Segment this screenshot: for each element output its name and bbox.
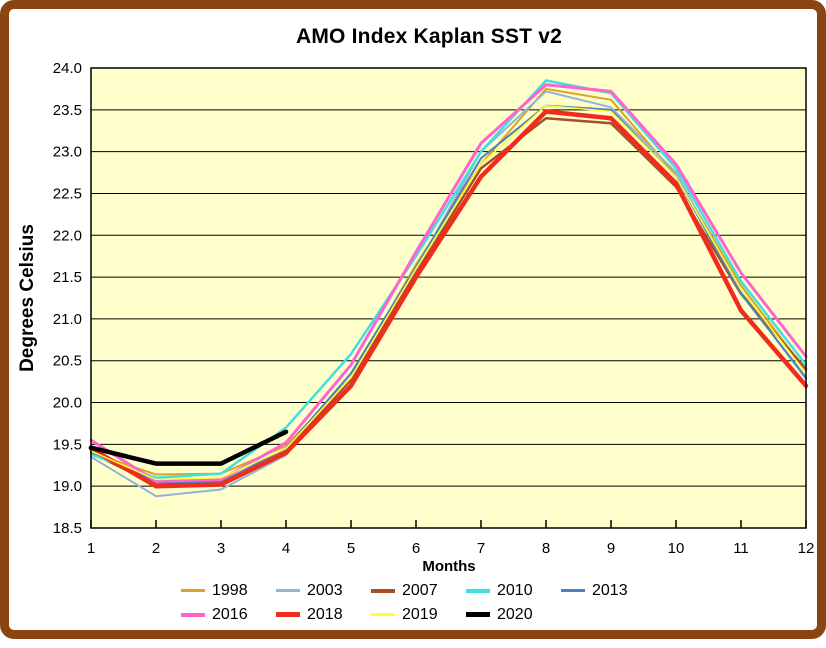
legend-label: 2018 (307, 605, 343, 623)
x-tick-label: 4 (282, 540, 290, 557)
y-tick-label: 18.5 (53, 520, 82, 537)
legend-line-swatch (466, 612, 490, 617)
plot-area (91, 68, 806, 528)
x-tick-label: 5 (347, 540, 355, 557)
legend-line-swatch (466, 588, 490, 593)
legend-line-swatch (181, 589, 205, 592)
legend-label: 1998 (212, 581, 248, 599)
legend-item-2019: 2019 (371, 605, 466, 624)
legend-item-2010: 2010 (466, 581, 561, 600)
x-tick-label: 1 (87, 540, 95, 557)
legend-label: 2003 (307, 581, 343, 599)
x-tick-label: 12 (798, 540, 815, 557)
legend-label: 2010 (497, 581, 533, 599)
x-tick-label: 10 (668, 540, 685, 557)
x-tick-label: 2 (152, 540, 160, 557)
x-tick-label: 7 (477, 540, 485, 557)
legend-label: 2019 (402, 605, 438, 623)
legend-item-2013: 2013 (561, 581, 656, 600)
legend-line-swatch (276, 589, 300, 592)
legend-label: 2013 (592, 581, 628, 599)
y-tick-label: 20.0 (53, 395, 82, 412)
x-tick-label: 11 (733, 540, 749, 557)
chart-plot: 18.5 19.0 19.5 20.0 20.5 21.0 21.5 22.0 22.5 23.0… (17, 60, 815, 575)
legend-label: 2020 (497, 605, 533, 623)
y-tick-label: 21.0 (53, 311, 82, 328)
y-tick-label: 23.5 (53, 102, 82, 119)
y-tick-label: 19.0 (53, 478, 82, 495)
legend-line-swatch (371, 613, 395, 616)
plot-layers: 18.5 19.0 19.5 20.0 20.5 21.0 21.5 22.0 22.5 23.0… (53, 60, 815, 557)
series-line-2018 (88, 109, 809, 489)
y-tick-label: 22.5 (53, 185, 82, 202)
chart-title: AMO Index Kaplan SST v2 (296, 25, 562, 48)
legend-line-swatch (371, 588, 395, 593)
y-tick-label: 24.0 (53, 60, 82, 77)
y-tick-label: 21.5 (53, 269, 82, 286)
x-tick-label: 6 (412, 540, 420, 557)
legend-item-2018: 2018 (276, 605, 371, 624)
legend-item-2007: 2007 (371, 581, 466, 600)
legend-label: 2016 (212, 605, 248, 623)
series-line-2016 (89, 83, 808, 483)
y-tick-label: 20.5 (53, 353, 82, 370)
y-tick-label: 22.0 (53, 227, 82, 244)
x-axis-label: Months (422, 558, 475, 575)
y-tick-label: 19.5 (53, 436, 82, 453)
x-tick-label: 8 (542, 540, 550, 557)
series-line-2019 (90, 104, 807, 481)
series-line-2020 (88, 429, 289, 466)
legend-item-1998: 1998 (181, 581, 276, 600)
legend-line-swatch (276, 612, 300, 617)
x-tick-label: 3 (217, 540, 225, 557)
legend-item-2003: 2003 (276, 581, 371, 600)
legend-item-2016: 2016 (181, 605, 276, 624)
plot-border (90, 67, 807, 529)
series-line-2010 (89, 79, 808, 480)
legend: 1998 2003 2007 2010 2013 2016 2018 2019 2020 (181, 581, 656, 624)
legend-line-swatch (181, 612, 205, 617)
legend-item-2020: 2020 (466, 605, 561, 624)
y-axis-label: Degrees Celsius (17, 224, 38, 372)
series-line-2003 (90, 90, 807, 498)
y-tick-label: 23.0 (53, 144, 82, 161)
x-tick-label: 9 (607, 540, 615, 557)
legend-label: 2007 (402, 581, 438, 599)
legend-line-swatch (561, 589, 585, 592)
